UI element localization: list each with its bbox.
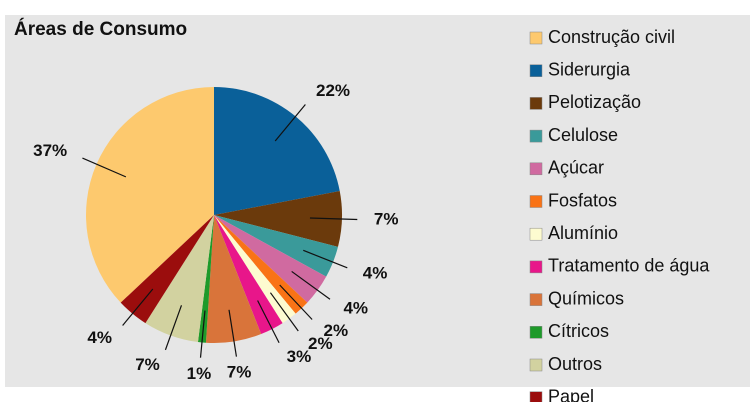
legend-swatch [529, 227, 543, 241]
data-label: 2% [324, 321, 349, 340]
legend-swatch [529, 31, 543, 45]
legend-swatch [529, 293, 543, 306]
legend-label: Açúcar [548, 158, 604, 178]
leader-line [82, 157, 127, 178]
legend-swatch [529, 358, 543, 372]
data-label: 37% [33, 141, 67, 160]
pie-slice [214, 215, 296, 324]
data-label: 3% [287, 347, 312, 366]
legend-label: Químicos [548, 288, 624, 308]
legend-swatch [529, 391, 543, 402]
legend-label: Siderurgia [548, 59, 631, 79]
data-label: 7% [374, 210, 399, 229]
legend-swatch [529, 64, 543, 77]
leader-line [164, 305, 183, 351]
data-label: 4% [343, 299, 368, 318]
pie-slice [86, 87, 214, 303]
legend-swatch [529, 129, 543, 143]
pie-slice [214, 215, 327, 303]
leader-line [269, 292, 299, 332]
pie-slice [205, 215, 262, 343]
pie-slice [214, 191, 342, 247]
pie-slice [145, 215, 214, 342]
legend-label: Fosfatos [548, 190, 617, 210]
chart-title: Áreas de Consumo [14, 18, 187, 40]
legend-swatch [529, 260, 543, 274]
leader-line [291, 270, 331, 300]
leader-line [122, 288, 154, 326]
legend-label: Cítricos [548, 321, 609, 341]
data-label: 7% [135, 355, 160, 374]
data-label: 22% [316, 81, 350, 100]
data-label: 1% [187, 364, 212, 383]
legend-label: Pelotização [548, 92, 641, 112]
leader-line [274, 104, 306, 142]
leader-line [199, 310, 206, 358]
legend-label: Alumínio [548, 223, 618, 243]
data-label: 4% [87, 328, 112, 347]
legend-label: Papel [548, 386, 594, 402]
data-label: 4% [363, 263, 388, 282]
data-label: 2% [308, 334, 333, 353]
pie-slice [197, 215, 214, 343]
pie-slice [120, 215, 214, 324]
pie-slice [214, 87, 340, 215]
legend-swatch [529, 326, 543, 339]
legend-label: Tratamento de água [548, 256, 710, 276]
legend-swatch [529, 97, 543, 110]
leader-line [228, 309, 238, 357]
legend-swatch [529, 162, 543, 176]
leader-line [303, 249, 348, 269]
legend-swatch [529, 195, 543, 208]
leader-line [257, 300, 280, 344]
pie-slice [214, 215, 283, 335]
legend-label: Outros [548, 354, 602, 374]
data-label: 7% [227, 363, 252, 382]
leader-line [309, 217, 358, 221]
legend-label: Construção civil [548, 27, 675, 47]
pie-slice [214, 215, 338, 277]
leader-line [279, 284, 313, 320]
legend-label: Celulose [548, 125, 618, 145]
